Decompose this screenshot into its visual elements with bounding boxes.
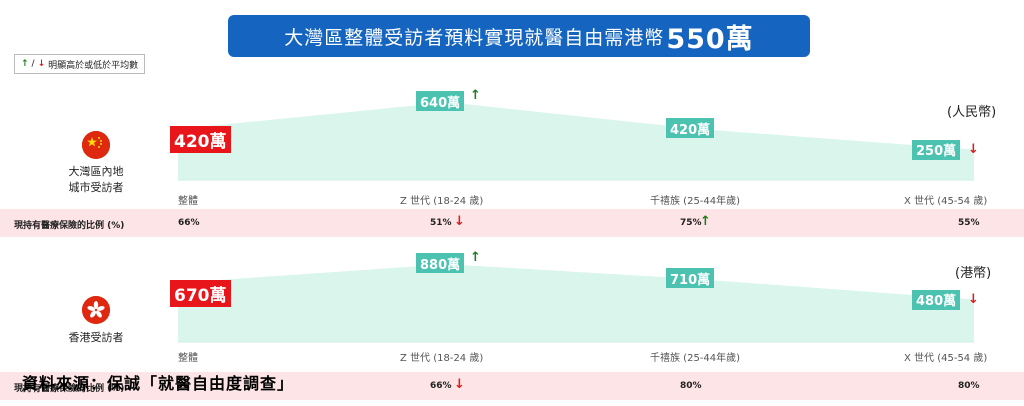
currency-label-hkd: (港幣)	[955, 266, 992, 281]
value-label: 670萬	[170, 279, 231, 307]
data-point	[973, 299, 975, 301]
value-label: 480萬	[912, 289, 961, 310]
region-line: 香港受訪者	[68, 331, 124, 344]
value-label: 880萬	[416, 253, 465, 274]
insurance-band-1	[0, 209, 1024, 237]
insurance-value: 51%	[430, 218, 452, 228]
insurance-value: 66%	[178, 218, 200, 228]
title-main: 大灣區整體受訪者預料實現就醫自由需港幣	[284, 26, 665, 49]
value-label: 710萬	[666, 268, 715, 289]
value-label: 420萬	[170, 126, 231, 153]
source-note: 資料來源：保誠「就醫自由度調查」	[22, 374, 295, 393]
title-amount: 550萬	[666, 23, 754, 55]
category-label: 整體	[178, 353, 198, 364]
area-fill-series-2	[178, 264, 974, 342]
insurance-label: 現持有醫療保險的比例 (%)	[14, 384, 125, 394]
insurance-value: 66%	[430, 381, 452, 391]
category-label: 千禧族 (25-44年歲)	[650, 353, 741, 364]
region-line: 城市受訪者	[68, 181, 124, 194]
up-arrow-icon: ↑	[470, 88, 481, 104]
insurance-value: 75%	[680, 218, 702, 228]
category-label: Z 世代 (18-24 歲)	[400, 353, 484, 364]
down-arrow-icon: ↓	[968, 141, 979, 157]
insurance-value: 80%	[680, 381, 702, 391]
hongkong-flag-icon	[82, 296, 110, 324]
up-arrow-icon: ↑	[700, 214, 711, 229]
category-label: Z 世代 (18-24 歲)	[400, 196, 484, 207]
down-arrow-icon: ↓	[968, 291, 979, 307]
category-label: 千禧族 (25-44年歲)	[650, 196, 741, 207]
insurance-label: 現持有醫療保險的比例 (%)	[14, 221, 125, 231]
category-label: X 世代 (45-54 歲)	[904, 353, 988, 364]
insurance-value: 80%	[958, 381, 980, 391]
category-label: X 世代 (45-54 歲)	[904, 196, 988, 207]
region-line: 大灣區內地	[68, 165, 124, 178]
value-label: 640萬	[416, 91, 465, 112]
category-label: 整體	[178, 196, 198, 207]
up-arrow-icon: ↑	[470, 250, 481, 266]
down-arrow-icon: ↓	[454, 214, 465, 229]
value-label: 250萬	[912, 139, 961, 160]
up-arrow-icon: ↑	[21, 59, 29, 69]
chart-title: 大灣區整體受訪者預料實現就醫自由需港幣 550萬	[228, 15, 810, 57]
currency-label-rmb: (人民幣)	[947, 105, 997, 120]
value-label: 420萬	[666, 118, 715, 138]
china-flag-icon	[82, 131, 110, 159]
region-label-hongkong: 香港受訪者	[41, 330, 151, 346]
area-fill-series-1	[178, 102, 974, 180]
down-arrow-icon: ↓	[37, 59, 46, 69]
legend-separator: /	[31, 59, 35, 69]
data-point	[973, 149, 975, 151]
legend-text: 明顯高於或低於平均數	[48, 60, 139, 71]
legend: ↑ / ↓ 明顯高於或低於平均數	[14, 54, 146, 74]
region-label-mainland: 大灣區內地 城市受訪者	[41, 164, 151, 196]
insurance-band-2	[0, 372, 1024, 400]
insurance-value: 55%	[958, 218, 980, 228]
down-arrow-icon: ↓	[454, 377, 465, 392]
